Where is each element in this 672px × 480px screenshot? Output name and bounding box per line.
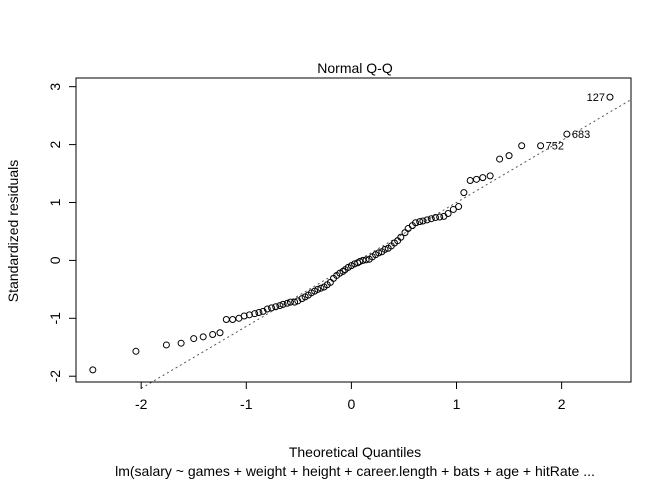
- data-point: [496, 155, 504, 163]
- data-point: [486, 172, 494, 180]
- data-point: [240, 312, 248, 320]
- data-point: [216, 329, 224, 337]
- x-axis-label: Theoretical Quantiles: [289, 444, 421, 460]
- y-tick-label: 0: [47, 256, 63, 264]
- data-point: [317, 284, 325, 292]
- data-point: [283, 299, 291, 307]
- data-point: [444, 209, 452, 217]
- data-point: [436, 213, 444, 221]
- plot-frame: [75, 77, 632, 383]
- point-label: 752: [546, 141, 564, 153]
- y-tick-label: -2: [47, 370, 63, 383]
- data-point: [381, 245, 389, 253]
- points-layer: [89, 93, 614, 374]
- x-tick-label: 0: [347, 396, 355, 412]
- chart-subtitle: lm(salary ~ games + weight + height + ca…: [115, 463, 595, 479]
- data-point: [314, 285, 322, 293]
- data-point: [460, 189, 468, 197]
- y-axis-label: Standardized residuals: [5, 160, 21, 302]
- y-tick-label: -1: [47, 312, 63, 325]
- point-label: 127: [587, 92, 605, 104]
- data-point: [505, 152, 513, 160]
- data-point: [263, 305, 271, 313]
- data-point: [255, 309, 263, 317]
- data-point: [132, 347, 140, 355]
- data-point: [276, 302, 284, 310]
- data-point: [359, 256, 367, 264]
- data-point: [209, 331, 217, 339]
- data-point: [412, 219, 420, 227]
- y-tick-label: 3: [47, 83, 63, 91]
- data-point: [518, 142, 526, 150]
- point-labels-layer: 127 683 752: [546, 92, 605, 153]
- data-point: [89, 366, 97, 374]
- data-point: [427, 215, 435, 223]
- data-point: [356, 258, 364, 266]
- x-tick-label: -2: [135, 396, 148, 412]
- y-tick-label: 1: [47, 198, 63, 206]
- data-point: [268, 304, 276, 312]
- data-point: [199, 333, 207, 341]
- data-point: [537, 142, 545, 150]
- data-point: [375, 249, 383, 257]
- data-point: [229, 315, 237, 323]
- data-point: [251, 310, 259, 318]
- data-point: [339, 267, 347, 275]
- data-point: [190, 335, 198, 343]
- data-point: [466, 176, 474, 184]
- data-point: [397, 233, 405, 241]
- data-point: [222, 315, 230, 323]
- data-point: [272, 303, 280, 311]
- x-tick-label: 2: [558, 396, 566, 412]
- data-point: [440, 212, 448, 220]
- data-point: [455, 203, 463, 211]
- x-tick-label: -1: [240, 396, 253, 412]
- y-tick-label: 2: [47, 140, 63, 148]
- data-point: [419, 217, 427, 225]
- data-point: [286, 298, 294, 306]
- data-point: [479, 174, 487, 182]
- x-axis: -2 -1 0 1 2: [135, 381, 566, 412]
- data-point: [449, 205, 457, 213]
- data-point: [245, 311, 253, 319]
- data-point: [563, 130, 571, 138]
- data-point: [423, 216, 431, 224]
- data-point: [362, 256, 370, 264]
- data-point: [291, 298, 299, 306]
- chart-title: Normal Q-Q: [317, 60, 393, 76]
- data-point: [177, 339, 185, 347]
- y-axis: -2 -1 0 1 2 3: [47, 83, 77, 383]
- point-label: 683: [572, 129, 590, 141]
- data-point: [606, 93, 614, 101]
- data-point: [416, 218, 424, 226]
- data-point: [279, 300, 287, 308]
- data-point: [162, 341, 170, 349]
- x-tick-label: 1: [453, 396, 461, 412]
- data-point: [431, 214, 439, 222]
- data-point: [472, 175, 480, 183]
